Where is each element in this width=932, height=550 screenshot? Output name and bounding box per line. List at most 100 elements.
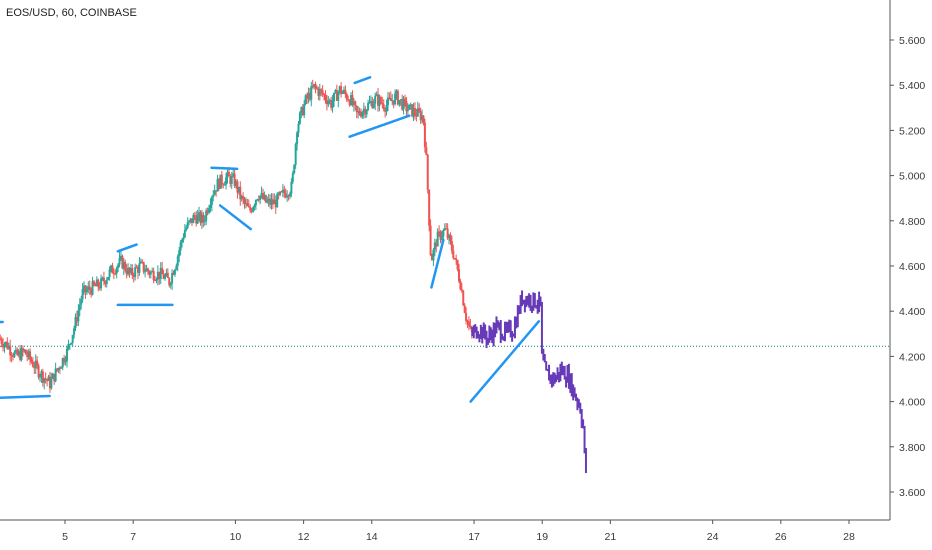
candle-body (200, 214, 203, 223)
candle-body (114, 273, 117, 275)
candle-body (243, 199, 246, 204)
trendline-drawing (348, 114, 411, 138)
candle-body (391, 100, 394, 102)
candle-body (352, 101, 355, 106)
candle-body (107, 276, 110, 280)
x-tick-label: 14 (366, 531, 378, 543)
y-tick-label: 4.600 (899, 261, 925, 273)
candle-body (448, 235, 451, 239)
candle-body (0, 338, 2, 340)
candle-body (250, 210, 253, 212)
candle-body (132, 275, 135, 277)
candle-body (50, 378, 53, 389)
candle-body (112, 273, 115, 275)
candle-body (14, 349, 17, 353)
candle-body (135, 267, 138, 269)
candle-body (269, 198, 272, 205)
candle-body (450, 241, 453, 251)
candle-body (314, 84, 317, 88)
candle-body (63, 358, 66, 363)
candle-body (334, 90, 337, 93)
candle-body (210, 197, 213, 205)
candle-body (156, 271, 159, 280)
candle-body (125, 270, 128, 275)
candle-body (377, 94, 380, 106)
candle-body (34, 360, 37, 369)
candle-body (188, 220, 191, 222)
candle-body (44, 378, 47, 380)
candle-body (192, 215, 195, 223)
candle-body (30, 359, 33, 362)
candle-body (155, 279, 158, 281)
candle-body (138, 263, 141, 273)
candle-body (53, 373, 56, 382)
candle-body (413, 108, 416, 115)
candle-body (242, 196, 245, 200)
candle-body (402, 98, 405, 110)
candle-body (20, 348, 23, 360)
candle-body (148, 271, 151, 275)
candle-body (422, 115, 425, 123)
candle-body (264, 195, 267, 203)
trendline-drawing (210, 166, 239, 171)
candle-body (87, 286, 90, 290)
candle-body (85, 289, 88, 293)
candle-body (277, 193, 280, 195)
candle-body (81, 289, 84, 300)
candle-body (401, 99, 404, 110)
candle-body (229, 176, 232, 184)
candle-body (203, 220, 206, 222)
candle-body (92, 281, 95, 285)
candle-body (276, 193, 279, 208)
candle-body (426, 154, 429, 190)
candle-body (196, 215, 199, 224)
candle-body (202, 214, 205, 222)
x-tick-label: 28 (843, 531, 855, 543)
candle-body (443, 228, 446, 231)
candle-body (178, 250, 181, 257)
candle-body (404, 98, 407, 102)
x-tick-label: 10 (230, 531, 242, 543)
y-tick-label: 4.200 (899, 351, 925, 363)
candle-body (117, 264, 120, 268)
candle-body (129, 268, 132, 273)
candle-body (134, 267, 137, 277)
candle-body (239, 186, 242, 200)
candle-body (406, 109, 409, 112)
y-tick-label: 4.400 (899, 306, 925, 318)
candle-body (198, 212, 201, 216)
candle-body (457, 269, 460, 282)
candle-body (280, 191, 283, 193)
candle-body (381, 102, 384, 105)
candle-body (300, 107, 303, 113)
x-tick-label: 24 (707, 531, 719, 543)
candle-body (340, 86, 343, 94)
candle-body (429, 225, 432, 255)
candle-body (453, 258, 456, 260)
candle-body (17, 351, 20, 356)
candle-body (244, 202, 247, 204)
candle-body (354, 101, 357, 106)
candle-body (396, 90, 399, 105)
candle-body (80, 299, 83, 305)
candle-body (152, 270, 155, 281)
candle-body (460, 289, 463, 291)
candle-body (182, 237, 185, 240)
candle-body (445, 228, 448, 230)
candle-body (95, 279, 98, 287)
candle-body (56, 368, 59, 371)
candle-body (252, 207, 255, 212)
candle-body (168, 277, 171, 286)
candle-body (13, 352, 16, 357)
candle-body (288, 193, 291, 197)
candle-body (270, 199, 273, 205)
candle-body (137, 267, 140, 273)
y-tick-label: 5.200 (899, 125, 925, 137)
candle-body (212, 194, 215, 198)
candle-body (58, 367, 61, 369)
candle-body (399, 99, 402, 101)
y-tick-label: 4.800 (899, 216, 925, 228)
candle-body (176, 256, 179, 266)
candle-body (283, 189, 286, 194)
